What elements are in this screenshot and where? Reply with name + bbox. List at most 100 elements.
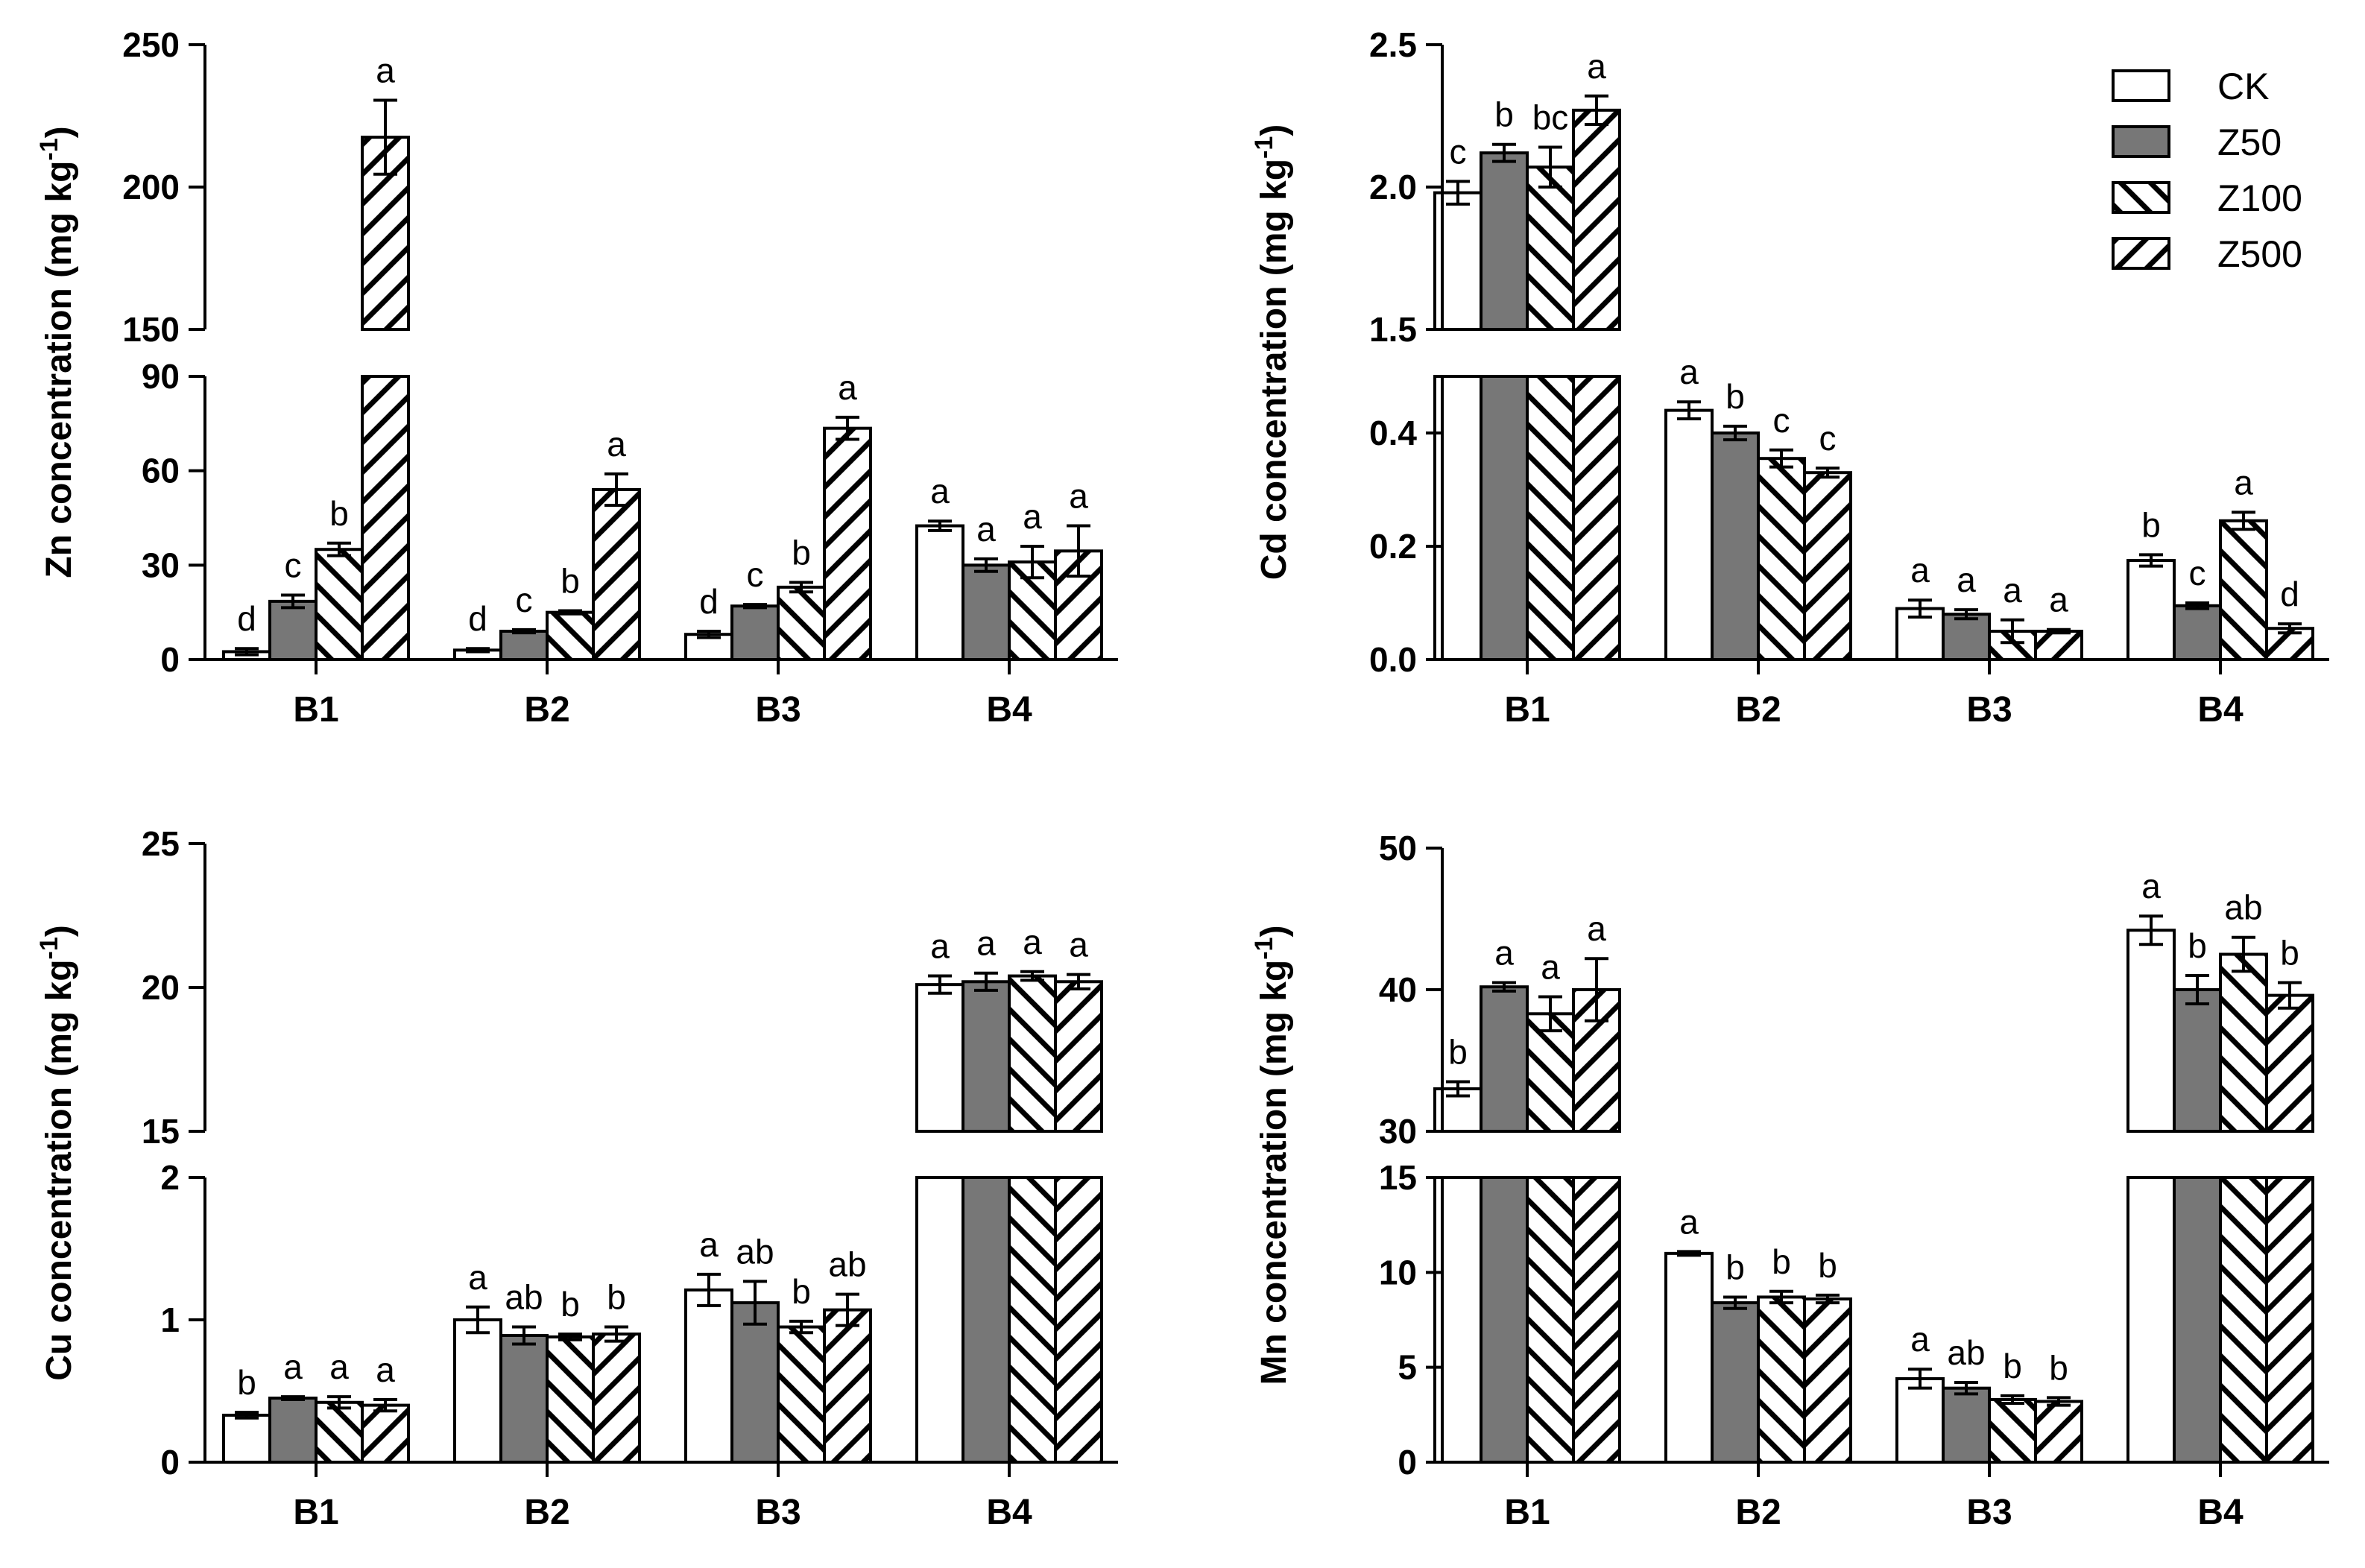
bar-z50-b2 xyxy=(499,630,549,661)
bar-z100-b2 xyxy=(1757,1295,1806,1464)
bar-z50-b3 xyxy=(730,1301,780,1464)
bar-z500-b1-lower xyxy=(1572,1176,1621,1464)
y-axis-label-main: Cu concentration (mg kg xyxy=(40,959,79,1380)
legend-swatch-z100 xyxy=(2112,181,2170,214)
significance-letter: b xyxy=(561,1285,580,1324)
bar-z50-b1-lower xyxy=(1480,375,1529,661)
y-tick-label: 1 xyxy=(160,1300,180,1339)
legend-swatch-ck xyxy=(2112,69,2170,102)
y-tick-label: 0.0 xyxy=(1369,640,1417,679)
x-category-label: B1 xyxy=(293,1493,338,1532)
significance-letter: b xyxy=(329,494,349,533)
x-category-label: B3 xyxy=(755,690,801,730)
bar-ck-b4-lower xyxy=(2126,1176,2176,1464)
significance-letter: d xyxy=(237,599,256,638)
y-tick-label: 50 xyxy=(1379,829,1417,867)
bar-z500-b4-upper xyxy=(2265,993,2314,1133)
y-axis-label: Mn concentration (mg kg-1) xyxy=(1250,926,1294,1385)
bar-z500-b2 xyxy=(1803,1297,1852,1464)
significance-letter: ab xyxy=(736,1232,774,1271)
significance-letter: c xyxy=(747,555,764,594)
bar-ck-b4 xyxy=(2126,559,2176,661)
bar-z100-b1-lower xyxy=(1526,375,1575,661)
significance-letter: ab xyxy=(2224,888,2262,927)
x-category-label: B2 xyxy=(1735,1493,1781,1532)
significance-letter: ab xyxy=(1947,1333,1985,1372)
bar-z500-b1-lower xyxy=(361,375,410,661)
bar-ck-b3 xyxy=(1895,1376,1945,1464)
significance-letter: b xyxy=(561,562,580,601)
bar-z500-b3 xyxy=(2034,630,2083,661)
bar-z500-b1 xyxy=(361,1403,410,1464)
x-category-label: B4 xyxy=(2197,690,2244,730)
significance-letter: a xyxy=(930,472,950,510)
bar-z100-b2 xyxy=(1757,457,1806,661)
significance-letter: a xyxy=(283,1347,303,1386)
y-axis-label-exponent: -1 xyxy=(35,937,63,959)
significance-letter: a xyxy=(1587,909,1606,948)
significance-letter: a xyxy=(607,425,626,464)
bar-z100-b1 xyxy=(315,548,364,661)
significance-letter: b xyxy=(237,1363,256,1402)
bar-z50-b1 xyxy=(268,1397,318,1464)
legend: CK Z50 Z100 Z500 xyxy=(2112,66,2302,275)
significance-letter: b xyxy=(2280,934,2299,973)
y-axis-label-tail: ) xyxy=(1254,124,1294,136)
bar-ck-b2 xyxy=(1664,1251,1714,1464)
significance-letter: b xyxy=(1772,1242,1791,1281)
y-axis-label-tail: ) xyxy=(1254,926,1294,938)
bar-z500-b1-lower xyxy=(1572,375,1621,661)
bar-ck-b4 xyxy=(915,524,964,661)
bar-ck-b3 xyxy=(684,1288,733,1464)
y-axis-label: Zn concentration (mg kg-1) xyxy=(35,126,79,578)
x-category-label: B2 xyxy=(524,1493,569,1532)
bar-z500-b1-upper xyxy=(1572,108,1621,332)
significance-letter: a xyxy=(1023,923,1042,961)
significance-letter: a xyxy=(930,927,950,966)
significance-letter: a xyxy=(2141,867,2161,905)
y-tick-label: 25 xyxy=(142,824,180,863)
y-axis-label-exponent: -1 xyxy=(35,138,63,160)
significance-letter: a xyxy=(1957,560,1976,599)
significance-letter: a xyxy=(1910,551,1930,589)
x-category-label: B3 xyxy=(755,1493,801,1532)
y-axis-label-main: Mn concentration (mg kg xyxy=(1254,960,1294,1385)
y-tick-label: 150 xyxy=(122,310,180,349)
y-axis-label-tail: ) xyxy=(40,126,79,138)
bar-z100-b4-upper xyxy=(2219,952,2268,1133)
bar-ck-b4-upper xyxy=(2126,929,2176,1133)
significance-letter: c xyxy=(1450,132,1467,171)
significance-letter: a xyxy=(329,1347,349,1386)
significance-letter: ab xyxy=(828,1245,866,1284)
significance-letter: a xyxy=(1910,1320,1930,1359)
significance-letter: c xyxy=(516,581,533,619)
bar-z100-b1-upper xyxy=(1526,1012,1575,1134)
significance-letter: a xyxy=(1069,477,1088,516)
bar-z50-b2 xyxy=(1711,1301,1760,1464)
y-tick-label: 2.5 xyxy=(1369,25,1417,64)
bar-z100-b1-upper xyxy=(1526,165,1575,331)
y-tick-label: 10 xyxy=(1379,1253,1417,1292)
significance-letter: a xyxy=(1023,497,1042,536)
significance-letter: d xyxy=(699,582,719,621)
y-axis-label-tail: ) xyxy=(40,925,79,937)
bar-z500-b2 xyxy=(592,1333,641,1464)
x-category-label: B4 xyxy=(986,1493,1032,1532)
bar-ck-b4-upper xyxy=(915,983,964,1134)
y-tick-label: 0 xyxy=(1398,1443,1417,1482)
bar-ck-b2 xyxy=(453,1318,502,1464)
y-tick-label: 5 xyxy=(1398,1348,1417,1387)
bar-z50-b4-lower xyxy=(962,1176,1011,1464)
bar-z100-b2 xyxy=(546,610,595,662)
legend-label-z100: Z100 xyxy=(2217,177,2302,219)
bar-z50-b1-lower xyxy=(1480,1176,1529,1464)
significance-letter: a xyxy=(1494,934,1514,973)
x-category-label: B2 xyxy=(524,690,569,730)
bar-z100-b4-lower xyxy=(2219,1176,2268,1464)
significance-letter: a xyxy=(376,1350,395,1389)
significance-letter: b xyxy=(2188,926,2207,965)
x-category-label: B1 xyxy=(293,690,338,730)
